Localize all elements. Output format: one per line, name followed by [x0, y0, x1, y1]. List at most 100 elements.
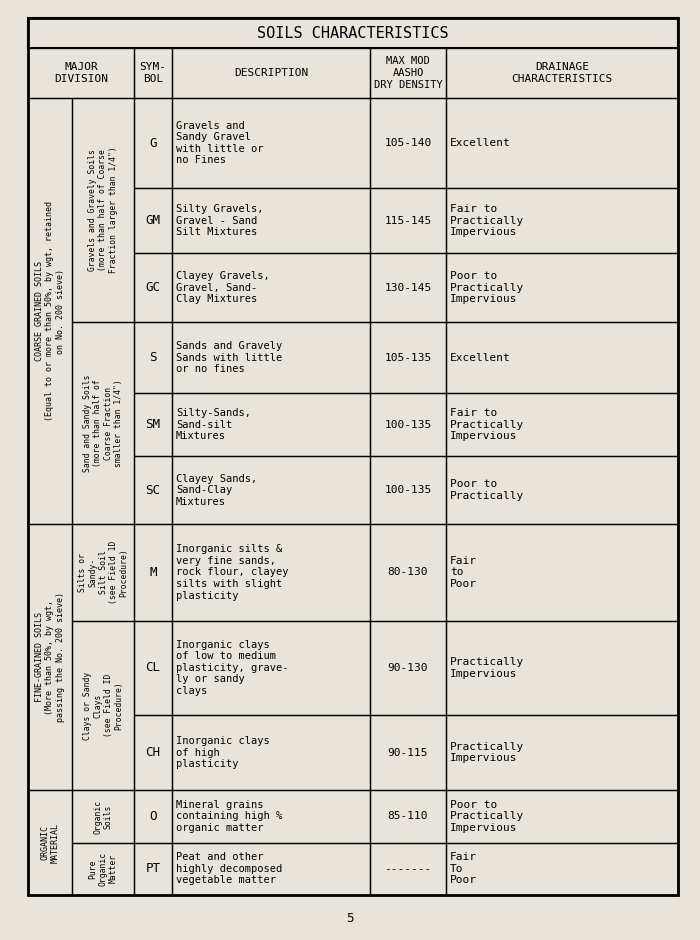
Text: Clayey Gravels,
Gravel, Sand-
Clay Mixtures: Clayey Gravels, Gravel, Sand- Clay Mixtu…	[176, 271, 270, 305]
Text: 100-135: 100-135	[384, 485, 432, 495]
Text: Silty-Sands,
Sand-silt
Mixtures: Silty-Sands, Sand-silt Mixtures	[176, 408, 251, 442]
Text: 90-130: 90-130	[388, 663, 428, 673]
Bar	[446, 620, 678, 714]
Text: Silts or
Sandy-
Silt Soil
(see Field 1D
Procedure): Silts or Sandy- Silt Soil (see Field 1D …	[78, 540, 128, 604]
Text: Gravels and
Sandy Gravel
with little or
no Fines: Gravels and Sandy Gravel with little or …	[176, 120, 263, 165]
Text: Silty Gravels,
Gravel - Sand
Silt Mixtures: Silty Gravels, Gravel - Sand Silt Mixtur…	[176, 204, 263, 237]
Bar	[134, 456, 172, 525]
Bar	[134, 253, 172, 322]
Bar	[172, 98, 370, 188]
Bar	[134, 322, 172, 393]
Bar	[446, 393, 678, 456]
Text: S: S	[149, 352, 157, 364]
Bar	[134, 48, 172, 98]
Bar	[172, 791, 370, 842]
Text: Clayey Sands,
Sand-Clay
Mixtures: Clayey Sands, Sand-Clay Mixtures	[176, 474, 258, 507]
Bar	[172, 393, 370, 456]
Text: G: G	[149, 136, 157, 149]
Bar	[72, 791, 134, 842]
Bar	[370, 620, 446, 714]
Text: CH: CH	[146, 746, 160, 760]
Text: Fair to
Practically
Impervious: Fair to Practically Impervious	[450, 408, 524, 442]
Text: Inorganic silts &
very fine sands,
rock flour, clayey
silts with slight
plastici: Inorganic silts & very fine sands, rock …	[176, 544, 288, 601]
Bar	[172, 253, 370, 322]
Text: Excellent: Excellent	[450, 352, 511, 363]
Text: Organic
Soils: Organic Soils	[93, 799, 113, 834]
Text: PT: PT	[146, 862, 160, 875]
Text: Practically
Impervious: Practically Impervious	[450, 657, 524, 679]
Text: -------: -------	[384, 864, 432, 874]
Text: Inorganic clays
of low to medium
plasticity, grave-
ly or sandy
clays: Inorganic clays of low to medium plastic…	[176, 639, 288, 696]
Text: ORGANIC
MATERIAL: ORGANIC MATERIAL	[41, 822, 60, 863]
Bar	[370, 525, 446, 620]
Text: CL: CL	[146, 661, 160, 674]
Bar	[446, 98, 678, 188]
Bar	[28, 18, 678, 48]
Bar	[134, 791, 172, 842]
Text: SYM-
BOL: SYM- BOL	[139, 62, 167, 84]
Text: 105-140: 105-140	[384, 138, 432, 148]
Text: 85-110: 85-110	[388, 811, 428, 822]
Bar	[72, 842, 134, 895]
Bar	[446, 525, 678, 620]
Bar	[446, 188, 678, 253]
Bar	[446, 456, 678, 525]
Text: SC: SC	[146, 484, 160, 496]
Text: Poor to
Practically
Impervious: Poor to Practically Impervious	[450, 271, 524, 305]
Bar	[370, 322, 446, 393]
Bar	[72, 525, 134, 620]
Text: 80-130: 80-130	[388, 568, 428, 577]
Text: GC: GC	[146, 281, 160, 294]
Bar	[134, 393, 172, 456]
Text: MAJOR
DIVISION: MAJOR DIVISION	[54, 62, 108, 84]
Text: FINE-GRAINED SOILS
(More than 50%, by wgt,
passing the No. 200 sieve): FINE-GRAINED SOILS (More than 50%, by wg…	[35, 592, 65, 722]
Text: MAX MOD
AASHO
DRY DENSITY: MAX MOD AASHO DRY DENSITY	[374, 56, 442, 89]
Text: 115-145: 115-145	[384, 215, 432, 226]
Text: Fair to
Practically
Impervious: Fair to Practically Impervious	[450, 204, 524, 237]
Bar	[370, 714, 446, 791]
Bar	[134, 525, 172, 620]
Bar	[446, 714, 678, 791]
Bar	[370, 456, 446, 525]
Text: M: M	[149, 566, 157, 579]
Bar	[172, 456, 370, 525]
Bar	[172, 48, 370, 98]
Text: GM: GM	[146, 214, 160, 227]
Bar	[134, 98, 172, 188]
Bar	[172, 188, 370, 253]
Text: COARSE GRAINED SOILS
(Equal to or more than 50%, by wgt, retained
on No. 200 sie: COARSE GRAINED SOILS (Equal to or more t…	[35, 201, 65, 421]
Text: Practically
Impervious: Practically Impervious	[450, 742, 524, 763]
Text: Sand and Sandy Soils
(more than half of
Coarse Fraction
smaller than 1/4"): Sand and Sandy Soils (more than half of …	[83, 374, 123, 472]
Text: Gravels and Gravely Soils
(more than half of Coarse
Fraction larger than 1/4"): Gravels and Gravely Soils (more than hal…	[88, 147, 118, 274]
Text: 105-135: 105-135	[384, 352, 432, 363]
Text: Poor to
Practically: Poor to Practically	[450, 479, 524, 501]
Text: O: O	[149, 810, 157, 822]
Bar	[172, 322, 370, 393]
Bar	[446, 48, 678, 98]
Bar	[172, 620, 370, 714]
Bar	[370, 393, 446, 456]
Text: 100-135: 100-135	[384, 420, 432, 430]
Bar	[134, 620, 172, 714]
Text: Clays or Sandy
Clays
(see Field ID
Procedure): Clays or Sandy Clays (see Field ID Proce…	[83, 671, 123, 740]
Text: 90-115: 90-115	[388, 747, 428, 758]
Bar	[370, 253, 446, 322]
Text: Fair
to
Poor: Fair to Poor	[450, 556, 477, 589]
Bar	[134, 842, 172, 895]
Bar	[28, 98, 72, 525]
Bar	[446, 842, 678, 895]
Text: Fair
To
Poor: Fair To Poor	[450, 853, 477, 885]
Text: Inorganic clays
of high
plasticity: Inorganic clays of high plasticity	[176, 736, 270, 769]
Bar	[134, 714, 172, 791]
Bar	[28, 525, 72, 791]
Bar	[370, 48, 446, 98]
Text: DESCRIPTION: DESCRIPTION	[234, 68, 308, 78]
Text: 130-145: 130-145	[384, 283, 432, 292]
Bar	[370, 791, 446, 842]
Text: Excellent: Excellent	[450, 138, 511, 148]
Bar	[28, 48, 134, 98]
Bar	[172, 525, 370, 620]
Bar	[72, 98, 134, 322]
Bar	[172, 714, 370, 791]
Bar	[28, 791, 72, 895]
